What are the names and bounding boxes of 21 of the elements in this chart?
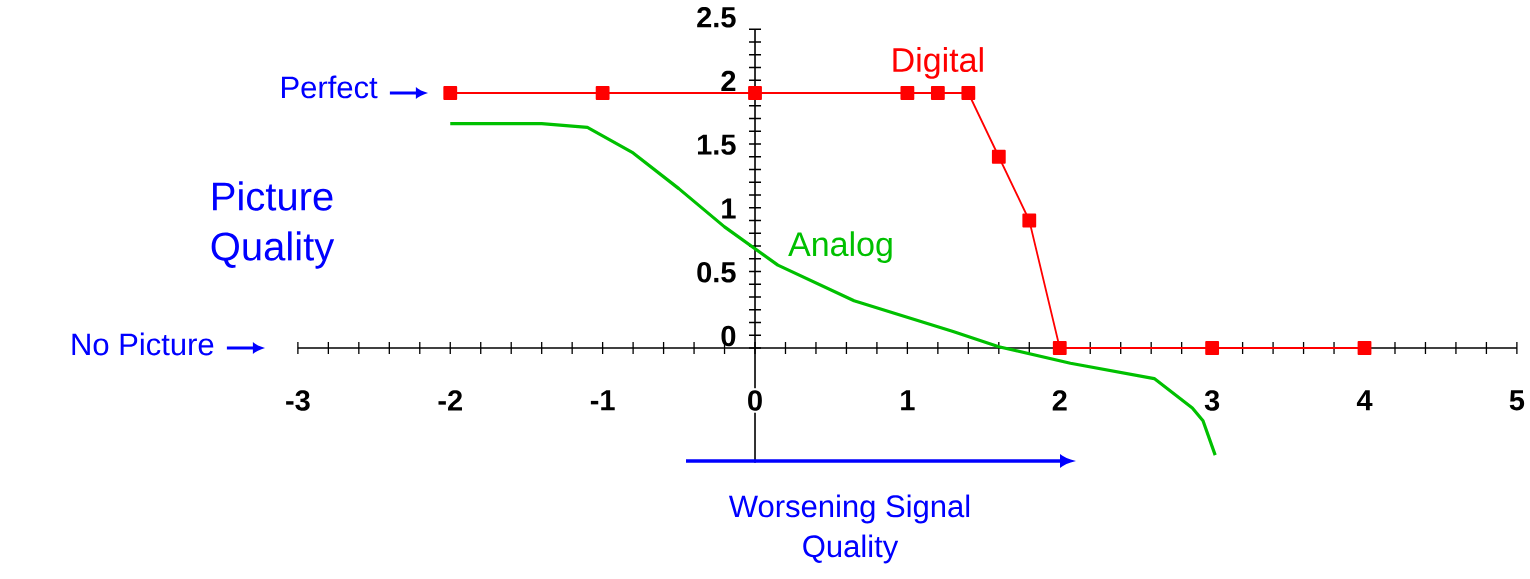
x-tick-label: -3 xyxy=(286,390,310,411)
x-tick-label: 5 xyxy=(1509,390,1525,411)
x-tick-label: 2 xyxy=(1052,390,1067,411)
x-tick-label: 1 xyxy=(901,390,915,411)
x-tick-label: 4 xyxy=(1356,390,1373,411)
x-axis-title: Worsening Signal Quality xyxy=(728,494,970,564)
x-tick-label: -2 xyxy=(438,390,462,411)
y-axis-title: Picture Quality xyxy=(211,181,335,269)
y-tick-label: 2 xyxy=(721,70,736,92)
x-tick-label: -1 xyxy=(590,390,615,411)
y-tick-label: 0.5 xyxy=(697,261,736,283)
series-label: Analog xyxy=(788,231,892,263)
series-label: Digital xyxy=(893,47,983,79)
y-tick-label: 1 xyxy=(722,198,736,219)
y-tick-label: 0 xyxy=(721,325,736,347)
x-tick-label: 3 xyxy=(1204,390,1220,411)
text: No Picture xyxy=(72,332,214,356)
y-tick-label: 2.5 xyxy=(697,6,736,28)
annotation: Perfect xyxy=(282,75,378,99)
y-tick-label: 1.5 xyxy=(697,134,736,155)
x-tick-label: 0 xyxy=(748,390,762,411)
